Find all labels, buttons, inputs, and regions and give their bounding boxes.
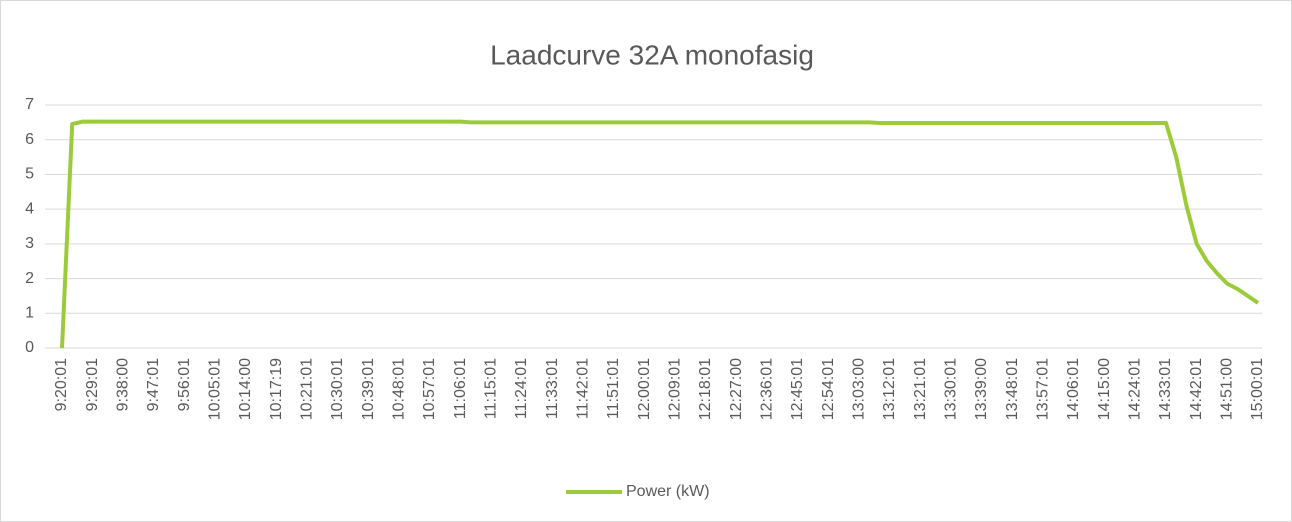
y-tick-label: 7 — [25, 96, 34, 113]
y-tick-label: 3 — [25, 235, 34, 252]
x-tick-label: 9:38:00 — [115, 358, 132, 411]
x-tick-label: 9:29:01 — [84, 358, 101, 411]
x-tick-label: 9:56:01 — [176, 358, 193, 411]
x-tick-label: 10:21:01 — [299, 358, 316, 420]
y-tick-label: 0 — [25, 339, 34, 356]
x-tick-label: 14:33:01 — [1157, 358, 1174, 420]
x-tick-label: 14:24:01 — [1127, 358, 1144, 420]
y-tick-label: 4 — [25, 200, 34, 217]
x-tick-label: 12:27:00 — [728, 358, 745, 420]
x-tick-label: 12:54:01 — [820, 358, 837, 420]
x-tick-label: 11:24:01 — [513, 358, 530, 419]
y-tick-label: 1 — [25, 305, 34, 322]
y-tick-label: 6 — [25, 131, 34, 148]
x-tick-label: 10:48:01 — [391, 358, 408, 420]
x-tick-label: 14:15:00 — [1096, 358, 1113, 420]
x-tick-label: 12:09:01 — [667, 358, 684, 420]
x-tick-label: 11:51:01 — [605, 358, 622, 419]
x-tick-label: 11:42:01 — [575, 358, 592, 419]
x-tick-label: 13:39:00 — [973, 358, 990, 420]
x-tick-label: 12:36:01 — [759, 358, 776, 420]
x-tick-label: 13:57:01 — [1035, 358, 1052, 420]
x-tick-label: 9:47:01 — [145, 358, 162, 411]
data-line — [60, 119, 1260, 349]
x-tick-label: 10:14:00 — [237, 358, 254, 420]
x-tick-label: 12:18:01 — [697, 358, 714, 420]
x-tick-label: 10:57:01 — [421, 358, 438, 420]
x-tick-label: 13:30:01 — [943, 358, 960, 420]
x-tick-label: 12:00:01 — [636, 358, 653, 420]
x-tick-label: 11:33:01 — [544, 358, 561, 419]
x-tick-label: 13:48:01 — [1004, 358, 1021, 420]
x-tick-label: 11:06:01 — [452, 358, 469, 419]
x-tick-label: 11:15:01 — [483, 358, 500, 419]
x-tick-label: 10:05:01 — [207, 358, 224, 420]
x-tick-label: 12:45:01 — [789, 358, 806, 420]
x-tick-label: 9:20:01 — [53, 358, 70, 411]
y-tick-label: 5 — [25, 166, 34, 183]
y-tick-label: 2 — [25, 270, 34, 287]
x-tick-label: 13:21:01 — [912, 358, 929, 420]
x-tick-label: 13:12:01 — [881, 358, 898, 420]
x-tick-label: 10:39:01 — [360, 358, 377, 420]
x-tick-label: 14:51:00 — [1219, 358, 1236, 420]
legend-label: Power (kW) — [626, 483, 710, 500]
x-tick-label: 14:42:01 — [1188, 358, 1205, 420]
x-tick-label: 15:00:01 — [1249, 358, 1266, 420]
x-tick-label: 14:06:01 — [1065, 358, 1082, 420]
x-tick-label: 13:03:00 — [851, 358, 868, 420]
chart-title: Laadcurve 32A monofasig — [490, 39, 814, 70]
x-tick-label: 10:17:19 — [268, 358, 285, 420]
x-tick-label: 10:30:01 — [329, 358, 346, 420]
